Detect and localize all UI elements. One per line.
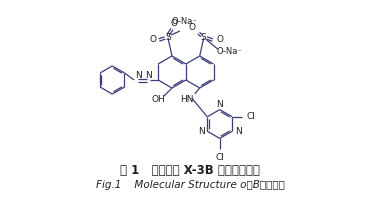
Text: N: N [216,100,223,109]
Text: N: N [135,71,141,79]
Text: N: N [198,127,205,136]
Text: N: N [235,127,242,136]
Text: Cl: Cl [247,112,256,121]
Text: 图 1   活性艳红 X-3B 的分子结构式: 图 1 活性艳红 X-3B 的分子结构式 [120,163,260,177]
Text: Fig.1    Molecular Structure o中B染料环境: Fig.1 Molecular Structure o中B染料环境 [96,180,285,190]
Text: O-Na⁻: O-Na⁻ [171,17,197,26]
Text: S: S [201,33,207,42]
Text: Cl: Cl [215,153,224,162]
Text: N: N [145,71,152,79]
Text: O: O [188,24,195,32]
Text: OH: OH [151,95,165,104]
Text: O-Na⁻: O-Na⁻ [217,47,243,57]
Text: O: O [171,19,178,27]
Text: HN: HN [180,95,194,104]
Text: O: O [149,36,157,45]
Text: O: O [216,36,223,45]
Text: S: S [165,33,171,42]
